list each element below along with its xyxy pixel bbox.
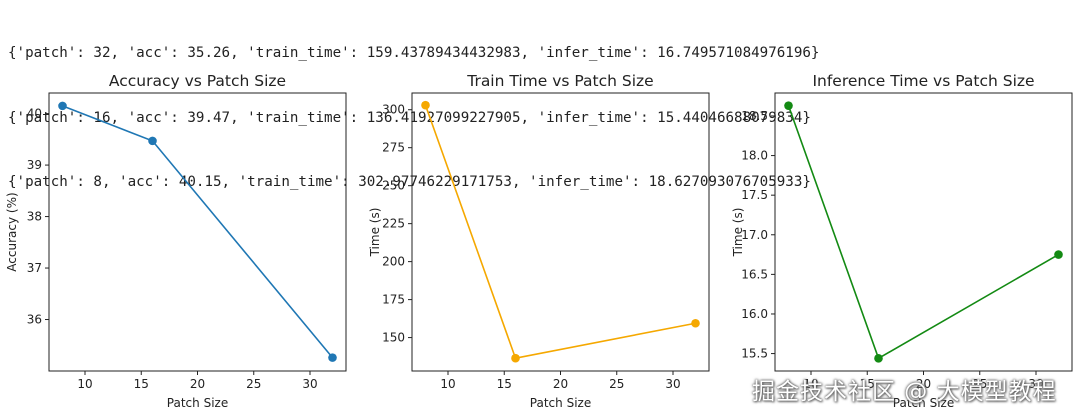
data-point [328, 353, 337, 362]
y-tick-label: 40 [27, 107, 42, 121]
y-tick-label: 175 [382, 293, 405, 307]
x-tick-label: 15 [497, 377, 512, 391]
console-output: {'patch': 32, 'acc': 35.26, 'train_time'… [8, 0, 1078, 215]
chart-title: Train Time vs Patch Size [466, 72, 653, 90]
y-tick-label: 225 [382, 217, 405, 231]
x-axis-label: Patch Size [167, 396, 228, 410]
data-point [148, 136, 157, 146]
data-point [421, 100, 430, 110]
x-tick-label: 10 [803, 377, 818, 391]
y-tick-label: 16.0 [741, 307, 768, 321]
y-tick-label: 16.5 [741, 267, 768, 281]
data-point [784, 101, 793, 110]
y-tick-label: 300 [382, 103, 405, 117]
x-tick-label: 20 [916, 377, 931, 391]
x-tick-label: 20 [553, 377, 568, 391]
y-tick-label: 250 [382, 179, 405, 193]
console-line: {'patch': 16, 'acc': 39.47, 'train_time'… [8, 109, 811, 126]
chart-panel-3: Inference Time vs Patch Size 10 15 20 25 30 15… [731, 72, 1073, 410]
x-axis-label: Patch Size [530, 396, 591, 410]
data-point [1054, 250, 1063, 259]
x-axis-label: Patch Size [893, 396, 954, 410]
chart-panel-2: Train Time vs Patch Size 10 15 20 25 30 150 175… [368, 72, 710, 410]
y-tick-label: 37 [27, 261, 42, 275]
y-tick-label: 39 [27, 158, 42, 172]
x-tick-label: 30 [302, 377, 317, 391]
plot-frame [774, 92, 1073, 372]
console-line: {'patch': 8, 'acc': 40.15, 'train_time':… [8, 174, 811, 190]
y-tick-label: 275 [382, 141, 405, 155]
data-point [874, 354, 883, 363]
x-tick-label: 15 [860, 377, 875, 391]
console-line: {'patch': 32, 'acc': 35.26, 'train_time'… [8, 45, 820, 61]
series-line [424, 104, 696, 360]
y-tick-label: 36 [27, 313, 42, 327]
y-axis-label: Time (s) [368, 208, 382, 258]
chart-title: Inference Time vs Patch Size [812, 72, 1034, 90]
x-tick-label: 25 [246, 377, 261, 391]
x-tick-label: 20 [190, 377, 205, 391]
plot-frame [48, 92, 347, 372]
series-line [787, 105, 1059, 360]
y-tick-label: 17.0 [741, 228, 768, 242]
y-tick-label: 150 [382, 331, 405, 345]
x-tick-label: 30 [665, 377, 680, 391]
y-tick-label: 15.5 [741, 347, 768, 361]
y-tick-label: 38 [27, 210, 42, 224]
y-axis-label: Time (s) [731, 208, 745, 258]
plot-frame [411, 92, 710, 372]
x-tick-label: 15 [134, 377, 149, 391]
watermark: 掘金技术社区 @ 大模型教程 [752, 379, 1057, 405]
x-tick-label: 10 [77, 377, 92, 391]
x-tick-label: 10 [440, 377, 455, 391]
data-point [511, 353, 520, 363]
y-tick-label: 18.5 [741, 109, 768, 123]
data-point [58, 101, 67, 111]
x-tick-label: 30 [1028, 377, 1043, 391]
y-tick-label: 200 [382, 255, 405, 269]
y-axis-label: Accuracy (%) [5, 192, 19, 271]
x-tick-label: 25 [972, 377, 987, 391]
y-tick-label: 17.5 [741, 188, 768, 202]
chart-title: Accuracy vs Patch Size [109, 72, 286, 90]
x-tick-label: 25 [609, 377, 624, 391]
y-tick-label: 18.0 [741, 149, 768, 163]
series-line [62, 105, 334, 359]
chart-panel-1: Accuracy vs Patch Size 10 15 20 25 30 36 37 38 39… [5, 72, 347, 410]
data-point [691, 318, 700, 328]
